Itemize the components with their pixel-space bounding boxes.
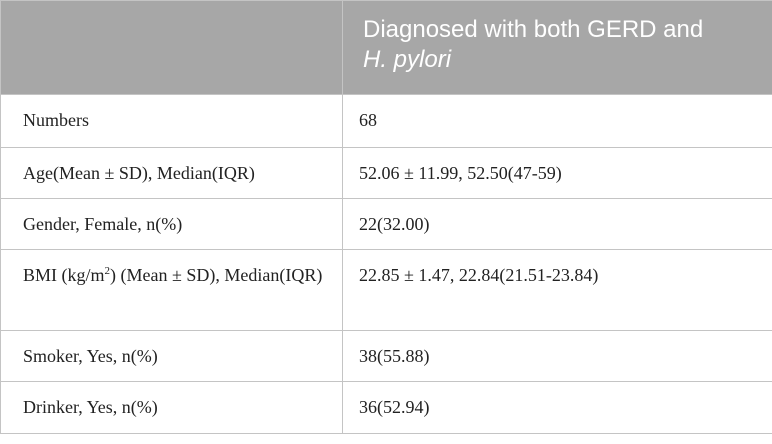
value-cell: 22(32.00) (342, 198, 772, 250)
label-cell: Smoker, Yes, n(%) (0, 330, 343, 382)
row: BMI (kg/m2) (Mean ± SD), Median(IQR) 22.… (0, 249, 772, 331)
row: Numbers 68 (0, 94, 772, 148)
value-cell: 38(55.88) (342, 330, 772, 382)
value-cell: 68 (342, 94, 772, 148)
label: Drinker, Yes, n(%) (23, 397, 158, 417)
label-cell: BMI (kg/m2) (Mean ± SD), Median(IQR) (0, 249, 343, 331)
value: 68 (359, 110, 377, 130)
value: 22.85 ± 1.47, 22.84(21.51-23.84) (359, 265, 599, 285)
value-cell: 36(52.94) (342, 381, 772, 434)
value: 22(32.00) (359, 214, 430, 234)
label: Smoker, Yes, n(%) (23, 346, 158, 366)
label-cell: Drinker, Yes, n(%) (0, 381, 343, 434)
label-cell: Numbers (0, 94, 343, 148)
table: Diagnosed with both GERD and H. pylori Nu… (0, 0, 772, 434)
label: BMI (kg/m (23, 265, 105, 285)
header-cell (0, 0, 343, 95)
label-cell: Age(Mean ± SD), Median(IQR) (0, 147, 343, 199)
row: Drinker, Yes, n(%) 36(52.94) (0, 381, 772, 434)
value: 52.06 ± 11.99, 52.50(47-59) (359, 163, 562, 183)
label: Gender, Female, n(%) (23, 214, 183, 234)
header-text: Diagnosed with both GERD and (363, 16, 704, 43)
header-row: Diagnosed with both GERD and H. pylori (0, 0, 772, 95)
superscript: 2 (104, 265, 111, 277)
value: 36(52.94) (359, 397, 430, 417)
value-cell: 22.85 ± 1.47, 22.84(21.51-23.84) (342, 249, 772, 331)
value: 38(55.88) (359, 346, 430, 366)
label-cell: Gender, Female, n(%) (0, 198, 343, 250)
value-cell: 52.06 ± 11.99, 52.50(47-59) (342, 147, 772, 199)
label: ) (Mean ± SD), Median(IQR) (110, 265, 323, 285)
header-cell: Diagnosed with both GERD and H. pylori (342, 0, 772, 95)
row: Gender, Female, n(%) 22(32.00) (0, 198, 772, 250)
row: Smoker, Yes, n(%) 38(55.88) (0, 330, 772, 382)
row: Age(Mean ± SD), Median(IQR) 52.06 ± 11.9… (0, 147, 772, 199)
header-text: H. pylori (363, 46, 452, 73)
label: Age(Mean ± SD), Median(IQR) (23, 163, 255, 183)
label: Numbers (23, 110, 89, 130)
